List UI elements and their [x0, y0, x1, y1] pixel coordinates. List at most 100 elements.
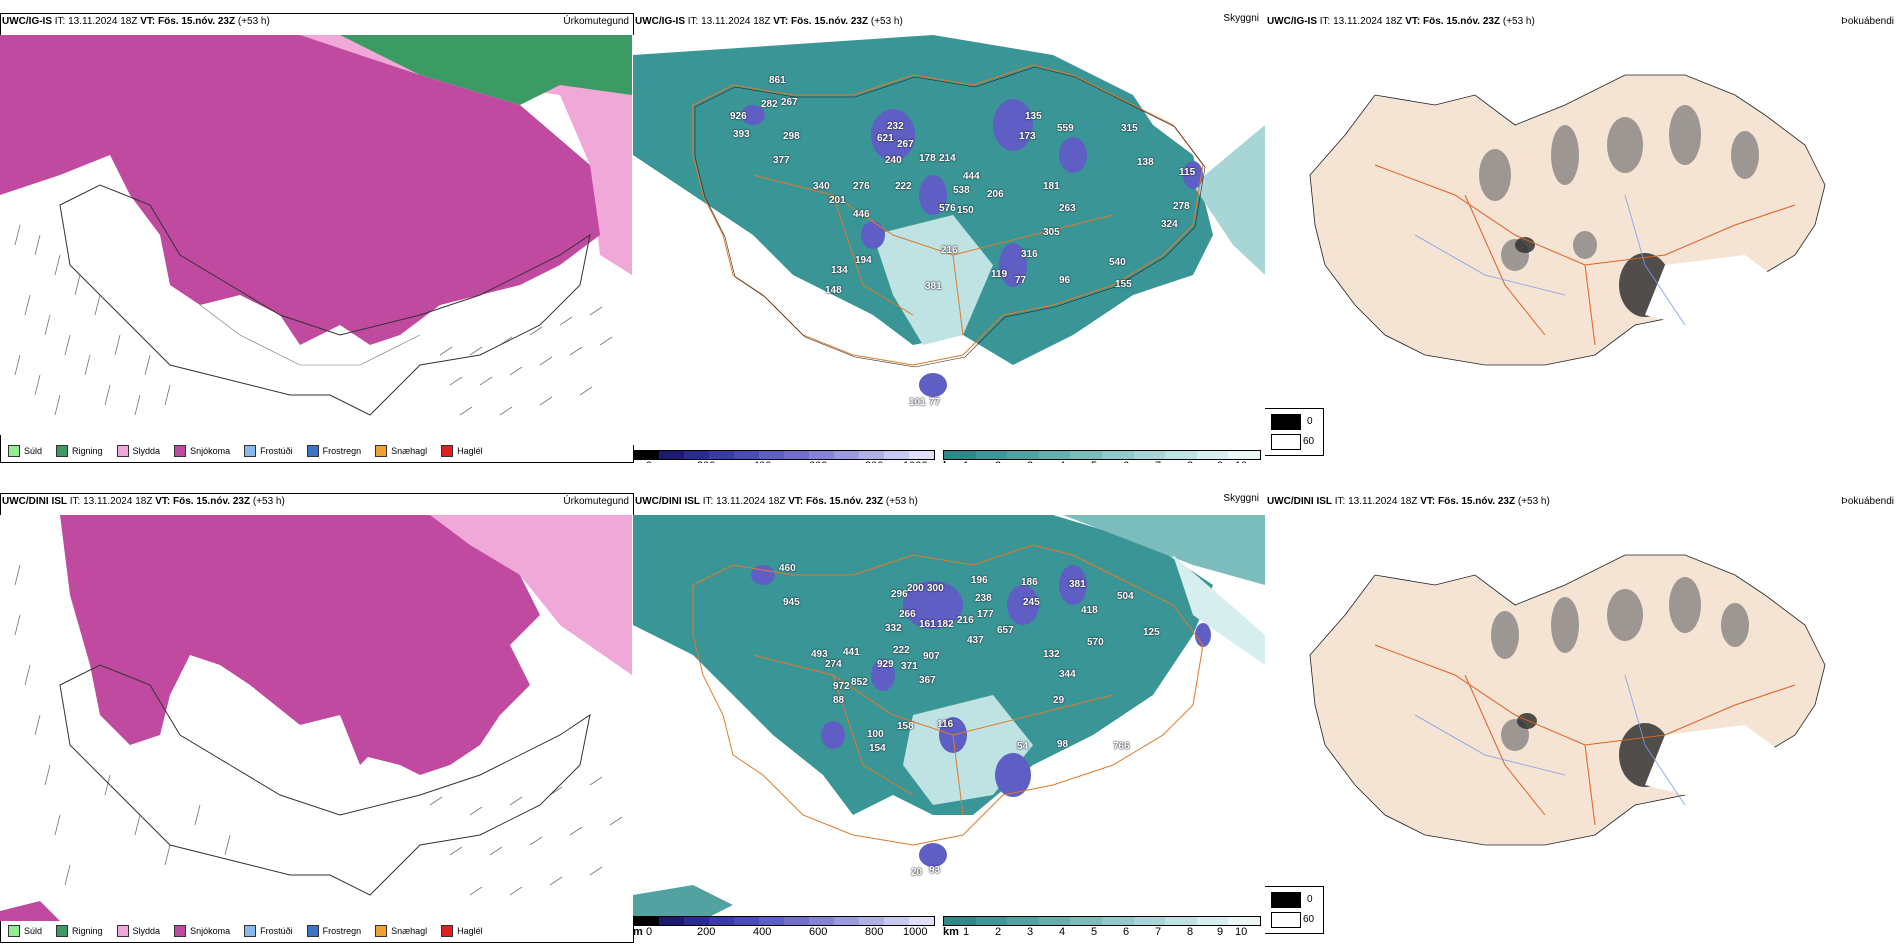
legend-label: Snæhagl [391, 446, 428, 456]
init-time: 13.11.2024 18Z [1348, 496, 1418, 507]
colorbar-segment [734, 451, 759, 459]
model-name: UWC/IG-IS [635, 16, 685, 27]
legend-swatch [174, 445, 187, 457]
visibility-value-label: 418 [1081, 605, 1098, 616]
fog-index-panel-row2: UWC/DINI ISL IT: 13.11.2024 18Z VT: Fös.… [1265, 493, 1900, 943]
legend-swatch [375, 925, 388, 937]
panel-header: UWC/DINI ISL IT: 13.11.2024 18Z VT: Fös.… [2, 496, 629, 510]
colorbar-tick: 2 [995, 460, 1001, 463]
visibility-value-label: 437 [967, 635, 984, 646]
visibility-value-label: 576 [939, 203, 956, 214]
colorbar-segment [944, 451, 976, 459]
colorbar-unit: km [943, 460, 959, 463]
colorbar-tick: 600 [809, 460, 827, 463]
legend-label: Slydda [132, 446, 161, 456]
model-name: UWC/DINI ISL [2, 496, 67, 507]
legend-label: Snjókoma [190, 446, 231, 456]
visibility-value-label: 907 [923, 651, 940, 662]
panel-title: Úrkomutegund [563, 16, 629, 27]
colorbar-tick: 3 [1027, 460, 1033, 463]
visibility-value-label: 116 [937, 719, 954, 730]
visibility-colorbar-low [633, 450, 935, 460]
visibility-value-label: 232 [887, 121, 904, 132]
colorbar-segment [784, 917, 809, 925]
model-name: UWC/DINI ISL [1267, 496, 1332, 507]
visibility-value-label: 282 [761, 99, 778, 110]
visibility-value-label: 945 [783, 597, 800, 608]
colorbar-tick: 0 [646, 926, 653, 938]
panel-title: Þokuábendi [1841, 496, 1894, 507]
panel-header: UWC/IG-IS IT: 13.11.2024 18Z VT: Fös. 15… [1267, 16, 1894, 30]
colorbar-segment [944, 917, 976, 925]
visibility-value-label: 267 [781, 97, 798, 108]
legend-item: Snjókoma [174, 445, 230, 457]
visibility-value-label: 377 [773, 155, 790, 166]
colorbar-segment [859, 451, 884, 459]
colorbar-segment [1165, 451, 1197, 459]
colorbar-segment [1228, 451, 1260, 459]
colorbar-tick: 400 [753, 460, 771, 463]
visibility-value-label: 367 [919, 675, 936, 686]
visibility-value-label: 274 [825, 659, 842, 670]
visibility-value-label: 381 [1069, 579, 1086, 590]
fog-key-swatch-low [1271, 892, 1301, 908]
colorbar-tick: 9 [1217, 926, 1224, 938]
visibility-value-label: 972 [833, 681, 850, 692]
panel-title: Úrkomutegund [563, 496, 629, 507]
visibility-value-label: 161 [919, 619, 936, 630]
fog-key-swatch-high [1271, 434, 1301, 450]
init-time-label: IT: [702, 496, 714, 507]
legend-swatch [441, 925, 454, 937]
visibility-value-label: 200 [907, 583, 924, 594]
visibility-colorbar-high [943, 450, 1261, 460]
colorbar-tick: 6 [1123, 460, 1129, 463]
fog-key-swatch-high [1271, 912, 1301, 928]
visibility-value-label: 125 [1143, 627, 1160, 638]
colorbar-segment [684, 451, 709, 459]
colorbar-tick: 400 [753, 926, 772, 938]
visibility-value-label: 206 [987, 189, 1004, 200]
lead-time: (+53 h) [1502, 16, 1535, 27]
fog-key: 0 60 [1265, 886, 1324, 934]
colorbar-tick: 9 [1217, 460, 1223, 463]
visibility-value-label: 150 [957, 205, 974, 216]
visibility-value-label: 298 [783, 131, 800, 142]
colorbar-segment [1101, 451, 1134, 459]
visibility-value-label: 178 [919, 153, 936, 164]
visibility-map [633, 35, 1265, 445]
colorbar-tick: 10 [1235, 460, 1247, 463]
colorbar-segment [909, 451, 934, 459]
colorbar-segment [1070, 451, 1102, 459]
colorbar-tick: 5 [1091, 460, 1097, 463]
visibility-value-label: 263 [1059, 203, 1076, 214]
colorbar-segment [884, 917, 909, 925]
colorbar-segment [1007, 917, 1039, 925]
colorbar-segment [734, 917, 759, 925]
panel-title: Skyggni [1223, 493, 1259, 504]
visibility-value-label: 441 [843, 647, 860, 658]
visibility-value-label: 135 [1025, 111, 1042, 122]
visibility-value-label: 196 [971, 575, 988, 586]
visibility-value-label: 340 [813, 181, 830, 192]
colorbar-tick: 200 [697, 926, 716, 938]
legend-item: Súld [8, 925, 42, 937]
colorbar-tick: 6 [1123, 926, 1130, 938]
init-time: 13.11.2024 18Z [701, 16, 771, 27]
fog-key-swatch-low [1271, 414, 1301, 430]
legend-item: Rigning [56, 925, 103, 937]
colorbar-tick: 1 [963, 926, 970, 938]
colorbar-segment [709, 917, 734, 925]
visibility-value-label: 186 [1021, 577, 1038, 588]
lead-time: (+53 h) [885, 496, 918, 507]
visibility-panel-row1: UWC/IG-IS IT: 13.11.2024 18Z VT: Fös. 15… [633, 13, 1265, 463]
panel-header: UWC/IG-IS IT: 13.11.2024 18Z VT: Fös. 15… [2, 16, 629, 30]
legend-label: Haglél [457, 926, 483, 936]
legend-item: Haglél [441, 445, 483, 457]
visibility-value-label: 158 [897, 721, 914, 732]
precip-bottom-sleet [0, 901, 60, 921]
legend-label: Súld [24, 446, 43, 456]
colorbar-segment [684, 917, 709, 925]
colorbar-tick: 8 [1187, 460, 1193, 463]
visibility-value-label: 381 [925, 281, 942, 292]
visibility-value-label: 657 [997, 625, 1014, 636]
